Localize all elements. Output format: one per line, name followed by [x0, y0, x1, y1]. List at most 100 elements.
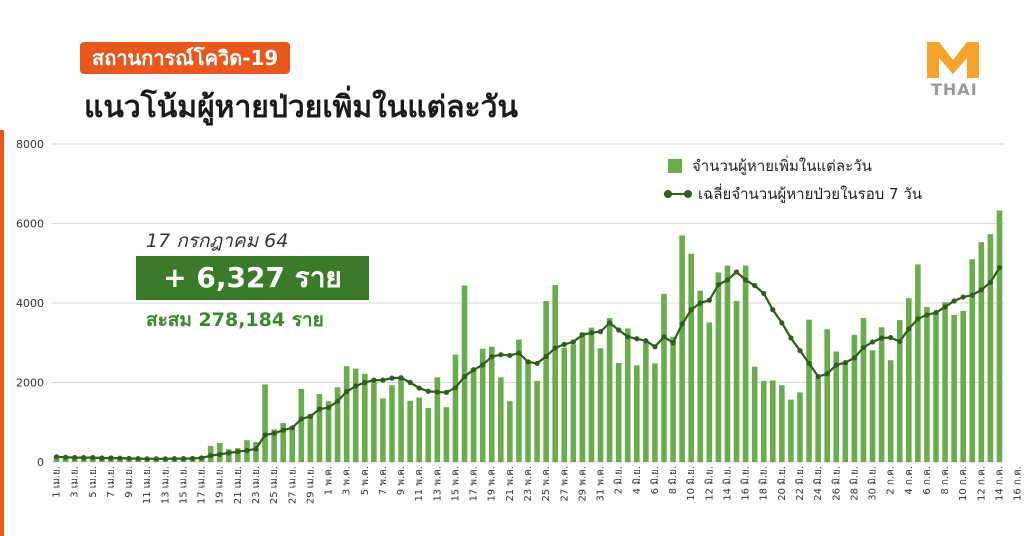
x-tick-label: 9 เม.ย.: [124, 466, 135, 498]
avg-point: [743, 277, 749, 283]
bar: [643, 342, 649, 462]
bar: [615, 363, 622, 462]
bar: [851, 334, 858, 462]
x-tick-label: 10 มิ.ย.: [686, 466, 697, 501]
x-tick-label: 8 มิ.ย.: [668, 466, 679, 494]
bar: [534, 380, 540, 462]
topic-tag: สถานการณ์โควิด-19: [80, 42, 291, 74]
avg-point: [398, 375, 404, 381]
avg-point: [135, 456, 141, 462]
x-tick-label: 30 มิ.ย.: [868, 466, 879, 501]
bar: [624, 328, 631, 462]
avg-point: [99, 455, 105, 461]
avg-point: [978, 287, 984, 293]
x-tick-label: 19 พ.ค.: [487, 466, 498, 502]
avg-point: [770, 307, 776, 313]
bar: [933, 311, 939, 462]
bar: [878, 327, 885, 462]
bar: [425, 407, 432, 462]
avg-point: [670, 340, 676, 346]
avg-point: [262, 432, 268, 438]
avg-point: [407, 379, 413, 386]
avg-point: [498, 352, 504, 358]
avg-point: [171, 456, 177, 462]
bar: [960, 310, 967, 462]
avg-point: [779, 320, 785, 326]
avg-point: [788, 335, 794, 341]
bar: [371, 381, 377, 462]
avg-point: [607, 320, 613, 326]
avg-point: [244, 447, 250, 454]
avg-point: [144, 456, 150, 462]
x-tick-label: 16 ก.ค.: [1013, 466, 1024, 501]
bar: [561, 347, 568, 462]
x-tick-label: 3 เม.ย.: [70, 466, 81, 498]
new-cases-badge: + 6,327 ราย: [136, 256, 369, 300]
x-tick-label: 28 มิ.ย.: [849, 466, 860, 501]
bar: [788, 399, 794, 462]
avg-point: [235, 449, 241, 455]
bar: [860, 318, 867, 462]
x-tick-label: 17 พ.ค.: [469, 466, 480, 502]
avg-point: [90, 455, 96, 461]
avg-point: [652, 344, 658, 350]
avg-point: [534, 360, 540, 367]
m-thai-logo: THAI: [925, 38, 981, 100]
x-tick-label: 21 พ.ค.: [505, 466, 516, 502]
avg-point: [416, 385, 422, 391]
bar: [633, 365, 640, 462]
avg-point: [63, 454, 69, 460]
bar: [969, 259, 976, 462]
avg-point: [588, 330, 595, 336]
avg-point: [906, 326, 912, 332]
bar: [924, 306, 930, 462]
avg-point: [842, 360, 848, 366]
bar: [706, 322, 713, 462]
avg-point: [443, 389, 449, 396]
x-tick-label: 15 เม.ย.: [178, 466, 189, 504]
bar: [688, 253, 695, 462]
bar: [715, 272, 722, 462]
bar: [488, 346, 495, 462]
avg-point: [316, 406, 323, 412]
avg-point: [362, 379, 368, 386]
avg-point: [833, 362, 839, 368]
avg-point: [53, 454, 60, 460]
avg-point: [108, 455, 114, 461]
x-tick-label: 11 เม.ย.: [142, 466, 153, 504]
avg-point: [933, 309, 939, 316]
bar: [742, 265, 749, 462]
bar: [697, 290, 704, 462]
bar: [724, 265, 731, 462]
avg-point: [126, 455, 132, 462]
logo-text: THAI: [931, 80, 978, 99]
avg-point: [752, 282, 758, 289]
accent-rule: [0, 130, 4, 536]
x-tick-label: 13 พ.ค.: [432, 466, 443, 502]
bar: [307, 414, 314, 462]
avg-point: [189, 455, 196, 462]
bar: [769, 380, 776, 462]
avg-point: [434, 389, 440, 395]
bar: [887, 360, 894, 462]
bar: [942, 302, 948, 462]
avg-point: [117, 455, 123, 461]
avg-point: [869, 339, 876, 345]
avg-point: [380, 377, 386, 383]
avg-point: [634, 336, 640, 342]
x-tick-label: 25 พ.ค.: [541, 466, 552, 502]
bar: [797, 392, 803, 462]
bar: [352, 368, 359, 462]
avg-point: [688, 307, 694, 313]
avg-point: [162, 456, 168, 462]
y-tick-label: 2000: [16, 377, 44, 390]
avg-point: [561, 341, 567, 347]
avg-point: [217, 451, 223, 458]
avg-point: [389, 375, 395, 381]
avg-point: [879, 335, 885, 341]
x-tick-label: 14 ก.ค.: [994, 466, 1005, 501]
avg-point: [253, 446, 259, 452]
bar: [334, 387, 341, 462]
avg-point: [924, 312, 930, 318]
x-tick-label: 23 พ.ค.: [523, 466, 534, 502]
